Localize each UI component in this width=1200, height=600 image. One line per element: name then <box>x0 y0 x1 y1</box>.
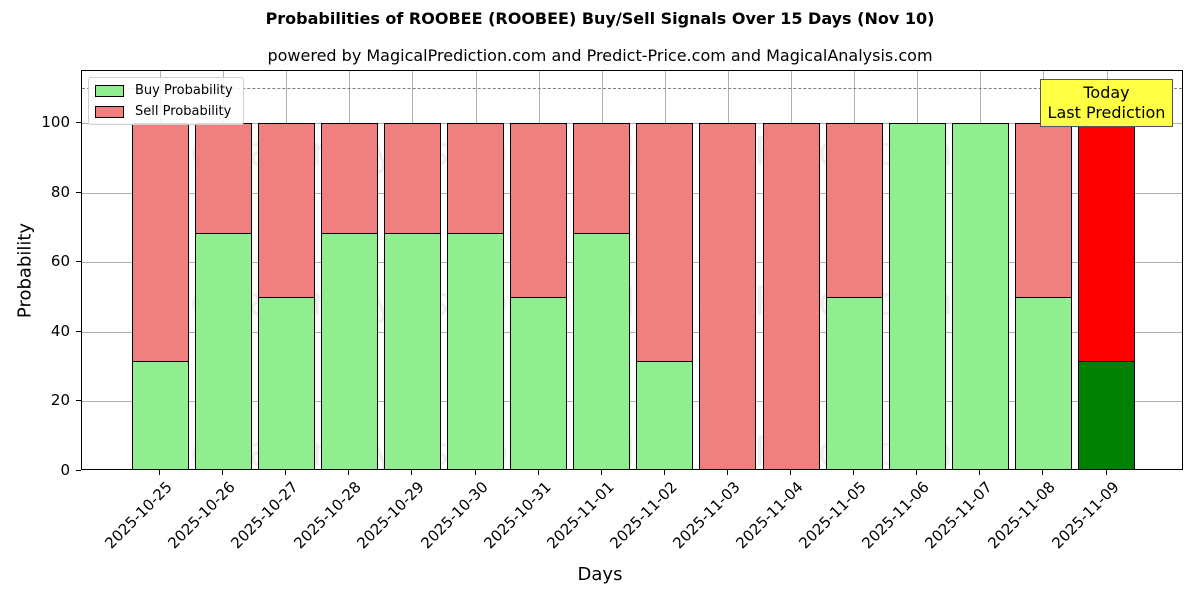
x-tick-mark <box>726 470 728 475</box>
bar-buy <box>131 361 189 469</box>
plot-area: MagicalAnalysis.comMagicalPrediction.com… <box>81 70 1183 470</box>
y-tick-mark <box>76 191 81 193</box>
y-tick-mark <box>76 261 81 263</box>
y-tick-label: 40 <box>50 321 70 340</box>
x-tick-mark <box>1042 470 1044 475</box>
buy-swatch-icon <box>95 84 124 97</box>
today-annotation: Today Last Prediction <box>1040 79 1173 127</box>
bar-buy <box>383 232 441 469</box>
bar-sell <box>510 123 568 299</box>
x-tick-mark <box>537 470 539 475</box>
bar-sell <box>257 123 315 299</box>
sell-swatch-icon <box>95 105 124 118</box>
x-axis-title: Days <box>577 564 623 585</box>
x-tick-mark <box>979 470 981 475</box>
y-axis-title: Probability <box>14 222 36 319</box>
x-tick-mark <box>790 470 791 475</box>
x-tick-mark <box>285 470 287 475</box>
bar-sell <box>636 123 694 363</box>
y-tick-label: 80 <box>50 182 70 201</box>
chart-title: Probabilities of ROOBEE (ROOBEE) Buy/Sel… <box>265 9 935 28</box>
legend-item-buy: Buy Probability <box>95 83 233 98</box>
bar-buy <box>447 232 504 469</box>
bar-sell <box>320 123 378 234</box>
reference-line <box>82 88 1182 90</box>
x-tick-mark <box>663 470 665 475</box>
bar-sell <box>383 123 441 234</box>
bar-buy <box>888 123 946 469</box>
legend-buy-label: Buy Probability <box>135 83 233 98</box>
bar-sell <box>194 123 252 234</box>
legend-sell-label: Sell Probability <box>135 104 232 119</box>
bar-buy <box>951 123 1009 469</box>
bar-buy <box>510 297 568 469</box>
y-tick-mark <box>76 122 81 124</box>
y-tick-label: 100 <box>41 113 70 132</box>
y-tick-label: 0 <box>60 461 70 479</box>
grid-line-h <box>82 401 1182 403</box>
bar-sell <box>131 123 189 363</box>
grid-line-h <box>82 262 1182 264</box>
bar-sell <box>762 123 820 469</box>
x-tick-mark <box>474 470 476 475</box>
x-tick-mark <box>1105 470 1107 475</box>
bar-buy <box>636 361 694 469</box>
bar-sell <box>447 123 504 234</box>
bar-buy <box>573 232 631 469</box>
legend: Buy Probability Sell Probability <box>88 77 244 125</box>
bar-sell <box>699 123 757 469</box>
bar-buy <box>320 232 378 469</box>
bar-buy <box>194 232 252 469</box>
grid-line-h <box>82 331 1182 333</box>
y-tick-mark <box>76 330 81 332</box>
bar-buy <box>1014 297 1072 469</box>
bar-buy <box>1078 361 1135 469</box>
y-tick-label: 60 <box>50 252 70 271</box>
bar-sell <box>1078 123 1135 363</box>
y-tick-label: 20 <box>50 391 70 410</box>
x-tick-mark <box>916 470 918 475</box>
x-tick-mark <box>600 470 602 475</box>
y-tick-mark <box>76 400 81 402</box>
grid-line-h <box>82 192 1182 194</box>
bar-sell <box>825 123 883 299</box>
legend-item-sell: Sell Probability <box>95 104 231 119</box>
bar-buy <box>825 297 883 469</box>
bar-sell <box>1014 123 1072 299</box>
annotation-line-1: Today <box>1083 83 1130 102</box>
x-tick-mark <box>853 470 855 475</box>
chart-subtitle: powered by MagicalPrediction.com and Pre… <box>267 46 933 65</box>
grid-line-h <box>82 123 1182 125</box>
x-tick-mark <box>159 470 160 475</box>
x-tick-mark <box>411 470 413 475</box>
x-tick-mark <box>348 470 350 475</box>
bar-buy <box>257 297 315 469</box>
y-tick-mark <box>76 470 81 471</box>
annotation-line-2: Last Prediction <box>1047 103 1166 122</box>
x-tick-mark <box>222 470 224 475</box>
bar-sell <box>573 123 631 234</box>
